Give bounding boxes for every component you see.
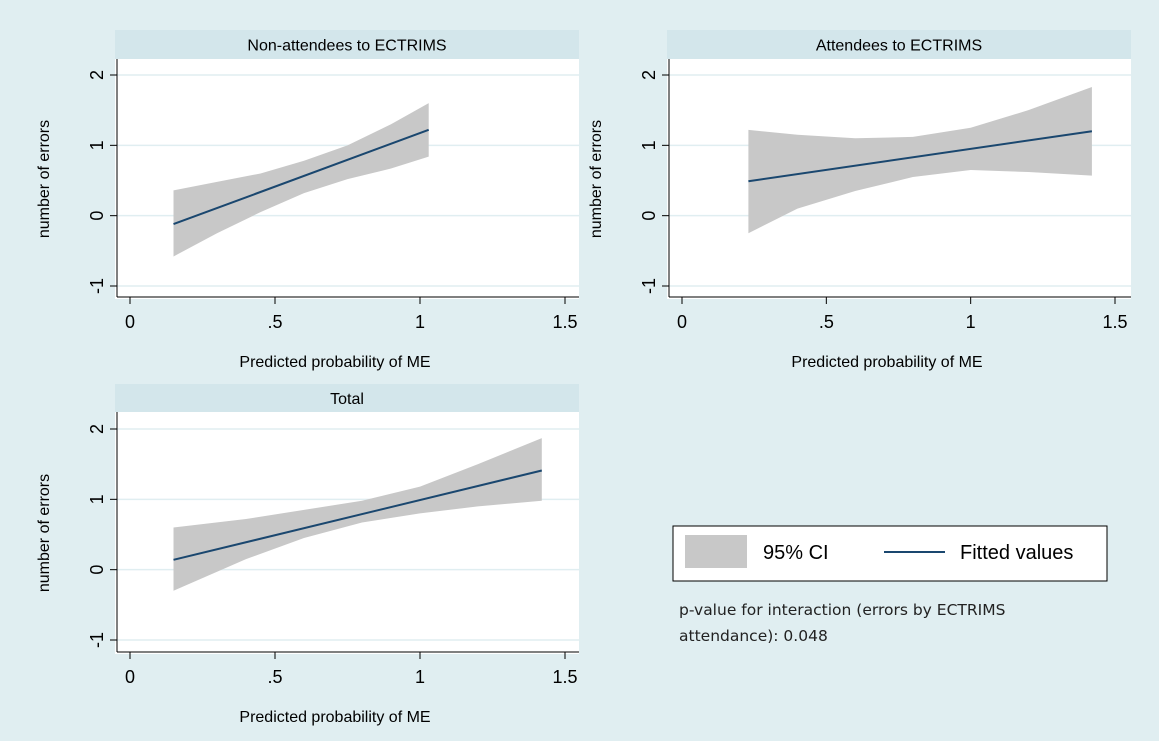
y-tick-label: 2 [639,70,659,80]
interaction-note: p-value for interaction (errors by ECTRI… [679,597,1059,649]
y-tick-label: 0 [639,211,659,221]
fitted-line [748,130,1093,183]
ci-band [748,86,1092,234]
legend-ci-swatch [685,535,747,568]
y-tick-label: -1 [87,632,107,648]
panel-title-strip [667,30,1131,59]
panel-title-strip [115,384,579,412]
x-tick-label: 0 [677,312,687,332]
panel-title-strip [115,30,579,59]
x-tick-label: 1.5 [552,312,577,332]
ci-band [173,103,429,257]
x-tick-label: 1.5 [1102,312,1127,332]
fitted-line [173,128,430,226]
fitted-line [173,469,543,561]
y-tick-label: -1 [87,278,107,294]
panel-1: Non-attendees to ECTRIMS -1 0 1 2 0 .5 1 1.5 Pred… [36,30,579,371]
y-tick-label: 1 [87,494,107,504]
legend-ci-label: 95% CI [763,542,829,564]
y-axis-label: number of errors [588,120,605,238]
x-tick-label: .5 [267,312,282,332]
x-tick-label: .5 [267,667,282,687]
panel-title: Non-attendees to ECTRIMS [247,38,446,55]
x-tick-label: .5 [819,312,834,332]
x-tick-label: 1.5 [552,667,577,687]
x-tick-label: 1 [415,312,425,332]
y-tick-label: 2 [87,70,107,80]
panel-title: Attendees to ECTRIMS [816,38,982,55]
y-tick-label: 1 [639,140,659,150]
interaction-note-line1: p-value for interaction (errors by ECTRI… [679,601,1006,619]
panel-title: Total [330,391,364,408]
legend-fitted-label: Fitted values [960,542,1073,564]
y-tick-label: 1 [87,140,107,150]
legend: 95% CI Fitted values [672,525,1108,582]
interaction-note-line2: attendance): 0.048 [679,627,828,645]
y-tick-label: 0 [87,565,107,575]
y-axis-label: number of errors [36,120,53,238]
y-tick-label: 2 [87,424,107,434]
panel-3: Total -1 0 1 2 0 .5 1 1.5 Predicted probability o… [36,384,579,726]
panel-2: Attendees to ECTRIMS -1 0 1 2 0 .5 1 1.5 Predicte… [588,30,1131,371]
x-tick-label: 0 [125,667,135,687]
x-axis-label: Predicted probability of ME [239,354,430,371]
y-tick-label: 0 [87,211,107,221]
x-tick-label: 0 [125,312,135,332]
x-tick-label: 1 [415,667,425,687]
x-axis-label: Predicted probability of ME [239,709,430,726]
x-axis-label: Predicted probability of ME [791,354,982,371]
y-axis-label: number of errors [36,474,53,592]
x-tick-label: 1 [966,312,976,332]
y-tick-label: -1 [639,278,659,294]
